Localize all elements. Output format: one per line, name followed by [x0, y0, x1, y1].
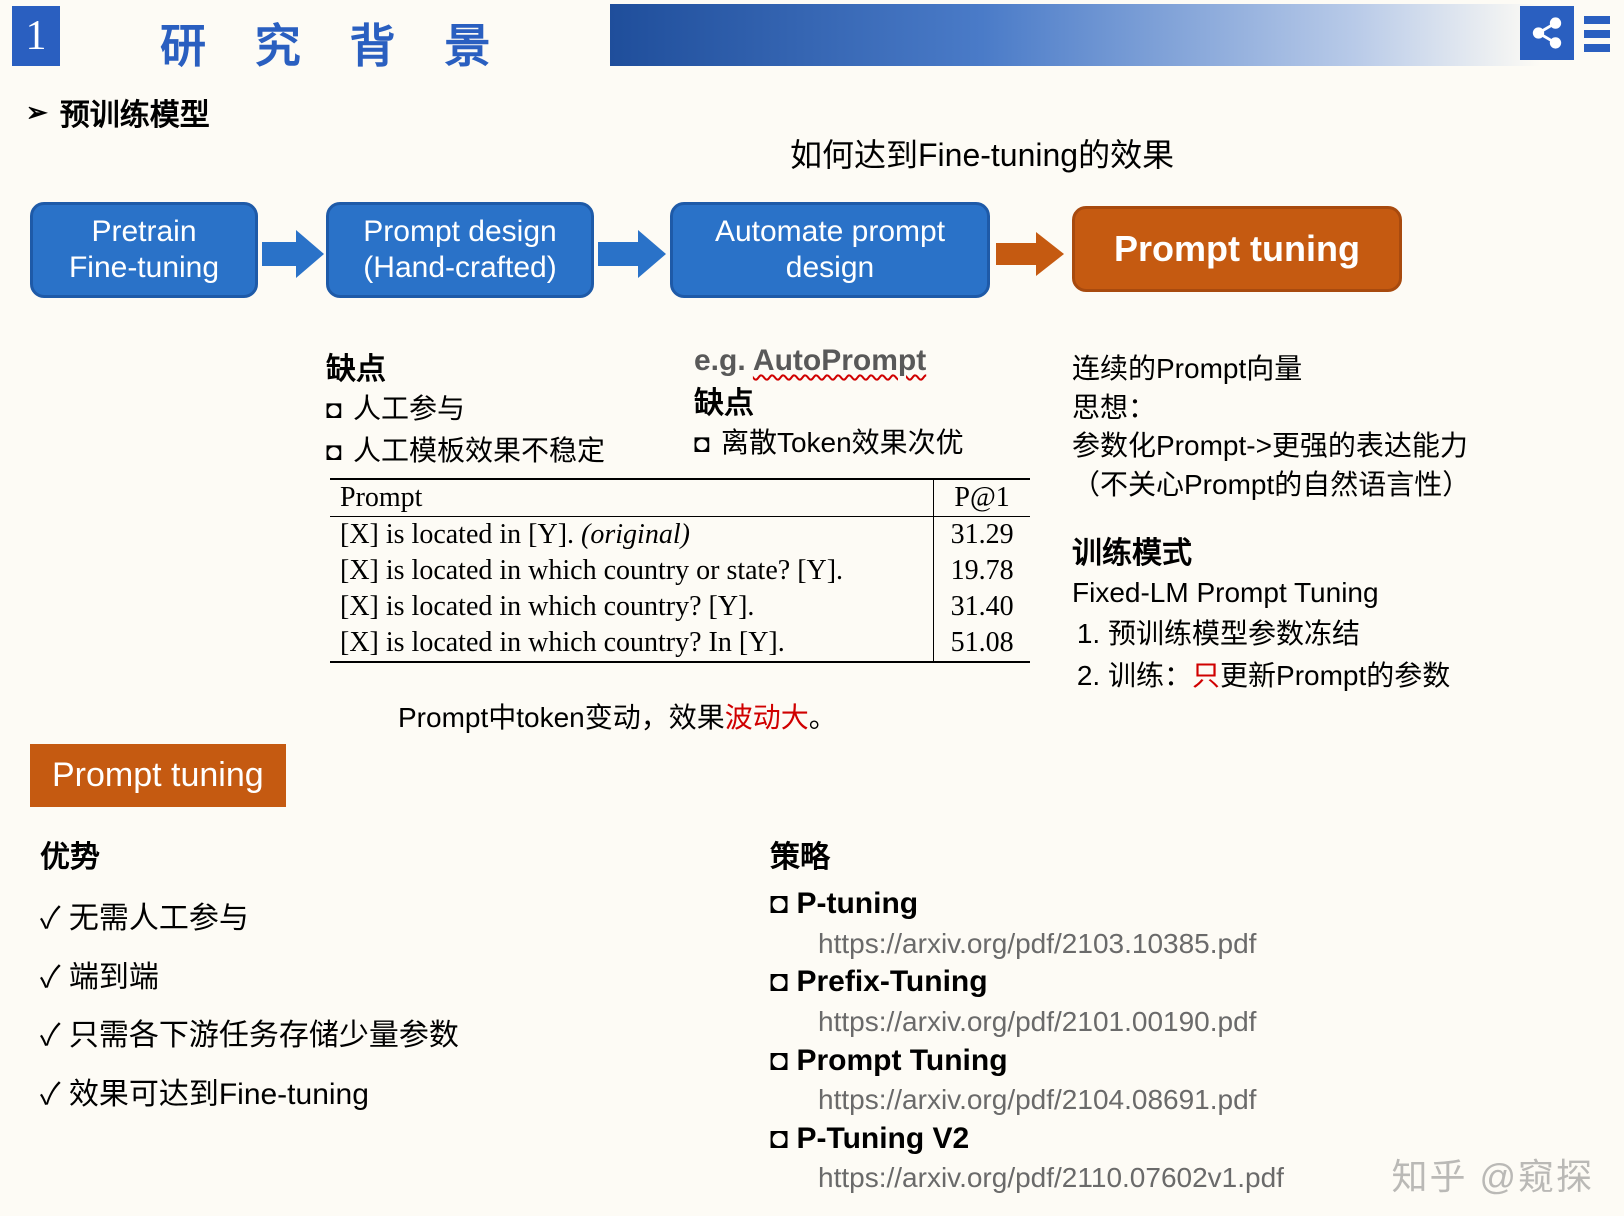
- chevron-right-icon: ➢: [26, 97, 48, 128]
- col2-block: 缺点 人工参与 人工模板效果不稳定: [326, 344, 605, 472]
- watermark: 知乎 @窥探: [1391, 1148, 1594, 1200]
- table-row: [X] is located in which country or state…: [330, 553, 1030, 589]
- train-sub: Fixed-LM Prompt Tuning: [1072, 574, 1612, 613]
- flow-box4-text: Prompt tuning: [1114, 227, 1360, 270]
- col3-bullet-1: 离散Token效果次优: [694, 422, 964, 464]
- th-p1: P@1: [934, 479, 1030, 517]
- flow-box3-line1: Automate prompt: [715, 214, 945, 250]
- share-button[interactable]: [1520, 6, 1574, 60]
- strategy-url[interactable]: https://arxiv.org/pdf/2110.07602v1.pdf: [818, 1159, 1284, 1197]
- flow-box1-line1: Pretrain: [91, 214, 196, 250]
- adv-item: 只需各下游任务存储少量参数: [40, 1007, 459, 1066]
- advantages-head: 优势: [40, 832, 459, 876]
- slide-number: 1: [12, 6, 60, 66]
- table-row: [X] is located in [Y]. (original)31.29: [330, 517, 1030, 554]
- strategy-item: Prefix-Tuning: [770, 962, 1284, 1003]
- right-l3: 参数化Prompt->更强的表达能力: [1072, 427, 1612, 466]
- strategy-item: P-tuning: [770, 884, 1284, 925]
- arrow-3: [996, 232, 1064, 276]
- table-row: [X] is located in which country? In [Y].…: [330, 625, 1030, 662]
- flow-box2-line2: (Hand-crafted): [363, 250, 556, 286]
- arrow-2: [598, 230, 666, 278]
- strategy-item: P-Tuning V2: [770, 1119, 1284, 1160]
- section-subtitle: ➢ 预训练模型: [26, 90, 210, 134]
- train-head: 训练模式: [1072, 533, 1612, 574]
- adv-item: 效果可达到Fine-tuning: [40, 1066, 459, 1125]
- right-l1: 连续的Prompt向量: [1072, 350, 1612, 389]
- share-icon: [1530, 16, 1564, 50]
- th-prompt: Prompt: [330, 479, 934, 517]
- col2-head: 缺点: [326, 344, 605, 388]
- flow-box-pretrain: Pretrain Fine-tuning: [30, 202, 258, 298]
- right-l4: （不关心Prompt的自然语言性）: [1072, 466, 1612, 505]
- table-row: [X] is located in which country? [Y].31.…: [330, 589, 1030, 625]
- eg-name: AutoPrompt: [753, 344, 926, 377]
- subtitle-text: 预训练模型: [60, 90, 210, 134]
- right-column: 连续的Prompt向量 思想： 参数化Prompt->更强的表达能力 （不关心P…: [1072, 350, 1612, 697]
- menu-icon[interactable]: [1584, 6, 1624, 60]
- train-step-1: 预训练模型参数冻结: [1108, 613, 1612, 655]
- strategies-block: 策略 P-tuning https://arxiv.org/pdf/2103.1…: [770, 832, 1284, 1197]
- strategy-url[interactable]: https://arxiv.org/pdf/2104.08691.pdf: [818, 1081, 1284, 1119]
- flow-box3-line2: design: [786, 250, 874, 286]
- eg-prefix: e.g.: [694, 344, 753, 377]
- col3-head: 缺点: [694, 378, 964, 422]
- prompt-table: PromptP@1 [X] is located in [Y]. (origin…: [330, 478, 1030, 663]
- page-title: 研 究 背 景: [160, 10, 508, 76]
- strategy-url[interactable]: https://arxiv.org/pdf/2101.00190.pdf: [818, 1003, 1284, 1041]
- train-step-2: 训练：只更新Prompt的参数: [1108, 655, 1612, 697]
- strategy-url[interactable]: https://arxiv.org/pdf/2103.10385.pdf: [818, 925, 1284, 963]
- col2-bullet-2: 人工模板效果不稳定: [326, 430, 605, 472]
- flow-box2-line1: Prompt design: [363, 214, 556, 250]
- adv-item: 端到端: [40, 949, 459, 1008]
- col3-block: e.g. AutoPrompt 缺点 离散Token效果次优: [694, 344, 964, 464]
- col2-bullet-1: 人工参与: [326, 388, 605, 430]
- prompt-tuning-label: Prompt tuning: [30, 744, 286, 807]
- adv-item: 无需人工参与: [40, 890, 459, 949]
- flow-box-automate: Automate prompt design: [670, 202, 990, 298]
- header-gradient: [610, 4, 1540, 66]
- table-caption: Prompt中token变动，效果波动大。: [398, 696, 837, 736]
- advantages-block: 优势 无需人工参与 端到端 只需各下游任务存储少量参数 效果可达到Fine-tu…: [40, 832, 459, 1124]
- right-l2: 思想：: [1072, 389, 1612, 428]
- flow-box1-line2: Fine-tuning: [69, 250, 219, 286]
- question-text: 如何达到Fine-tuning的效果: [790, 130, 1174, 176]
- flow-box-prompt-tuning: Prompt tuning: [1072, 206, 1402, 292]
- strategies-head: 策略: [770, 832, 1284, 876]
- strategy-item: Prompt Tuning: [770, 1041, 1284, 1082]
- flow-box-prompt-design: Prompt design (Hand-crafted): [326, 202, 594, 298]
- arrow-1: [262, 230, 324, 278]
